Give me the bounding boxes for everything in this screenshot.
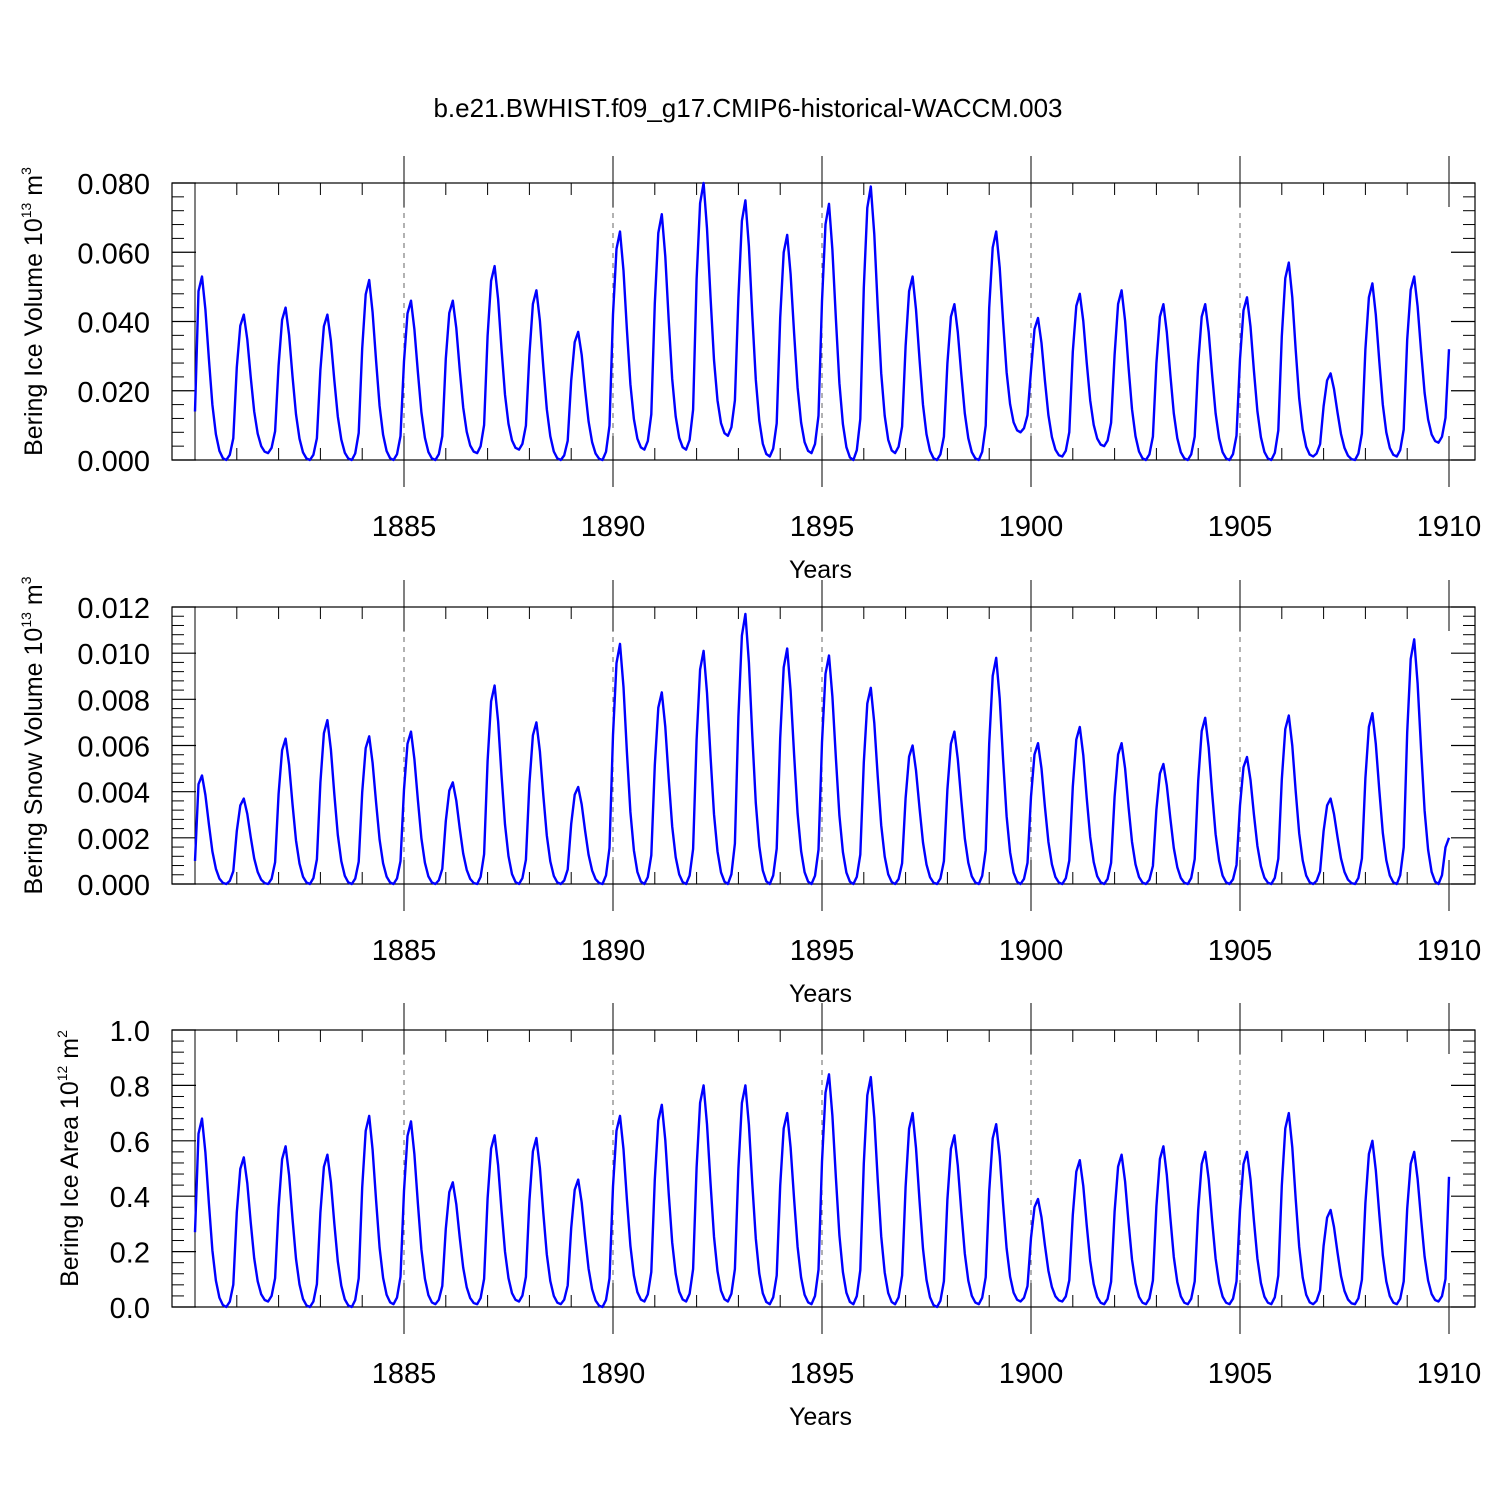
x-tick-label: 1885	[372, 511, 437, 543]
y-tick-label: 0.000	[77, 870, 150, 902]
y-axis-label: Bering Snow Volume 1013 m3	[18, 576, 48, 894]
x-tick-label: 1895	[790, 935, 855, 967]
x-tick-label: 1890	[581, 935, 646, 967]
y-tick-label: 0.008	[77, 685, 150, 717]
series-line	[193, 1073, 1451, 1309]
x-tick-label: 1900	[999, 511, 1064, 543]
panel-1: 0.000 0.020 0.040 0.060 0.080 1885 1890 1895 190…	[18, 156, 1481, 584]
x-tick-label: 1890	[581, 511, 646, 543]
y-tick-label: 0.4	[110, 1182, 150, 1214]
y-tick-label: 0.002	[77, 824, 150, 856]
y-tick-label: 1.0	[110, 1016, 150, 1048]
figure-title: b.e21.BWHIST.f09_g17.CMIP6-historical-WA…	[433, 93, 1062, 123]
y-tick-label: 0.0	[110, 1293, 150, 1325]
y-tick-label: 0.040	[77, 308, 150, 340]
x-tick-label: 1895	[790, 1358, 855, 1390]
x-axis-label: Years	[789, 980, 852, 1008]
y-tick-label: 0.2	[110, 1238, 150, 1270]
x-tick-label: 1910	[1417, 935, 1482, 967]
plot-frame	[171, 606, 1476, 885]
y-tick-label: 0.8	[110, 1071, 150, 1103]
x-tick-label: 1905	[1208, 511, 1273, 543]
y-tick-label: 0.006	[77, 732, 150, 764]
x-axis-label: Years	[789, 1403, 852, 1431]
x-tick-label: 1910	[1417, 1358, 1482, 1390]
y-axis-label: Bering Ice Area 1012 m2	[54, 1030, 84, 1287]
x-tick-label: 1900	[999, 1358, 1064, 1390]
y-tick-label: 0.004	[77, 778, 150, 810]
y-tick-label: 0.000	[77, 446, 150, 478]
x-tick-label: 1905	[1208, 1358, 1273, 1390]
y-tick-label: 0.012	[77, 593, 150, 625]
series-line	[193, 181, 1451, 462]
plot-frame	[171, 182, 1476, 461]
y-tick-label: 0.020	[77, 377, 150, 409]
y-tick-label: 0.080	[77, 169, 150, 201]
panel-3: 0.0 0.2 0.4 0.6 0.8 1.0 1885 1890 1895 1900 1905 19…	[54, 1003, 1481, 1431]
y-tick-label: 0.060	[77, 238, 150, 270]
y-axis-label: Bering Ice Volume 1013 m3	[18, 167, 48, 456]
plot-frame	[171, 1029, 1476, 1308]
x-tick-label: 1905	[1208, 935, 1273, 967]
y-tick-label: 0.010	[77, 639, 150, 671]
panels: 0.000 0.020 0.040 0.060 0.080 1885 1890 1895 190…	[18, 156, 1481, 1431]
x-tick-label: 1885	[372, 935, 437, 967]
y-tick-label: 0.6	[110, 1127, 150, 1159]
x-tick-label: 1895	[790, 511, 855, 543]
panel-2: 0.000 0.002 0.004 0.006 0.008 0.010 0.012 1885 1…	[18, 576, 1481, 1008]
x-tick-label: 1910	[1417, 511, 1482, 543]
x-tick-label: 1900	[999, 935, 1064, 967]
x-tick-label: 1885	[372, 1358, 437, 1390]
x-axis-label: Years	[789, 556, 852, 584]
series-line	[193, 612, 1451, 886]
x-tick-label: 1890	[581, 1358, 646, 1390]
